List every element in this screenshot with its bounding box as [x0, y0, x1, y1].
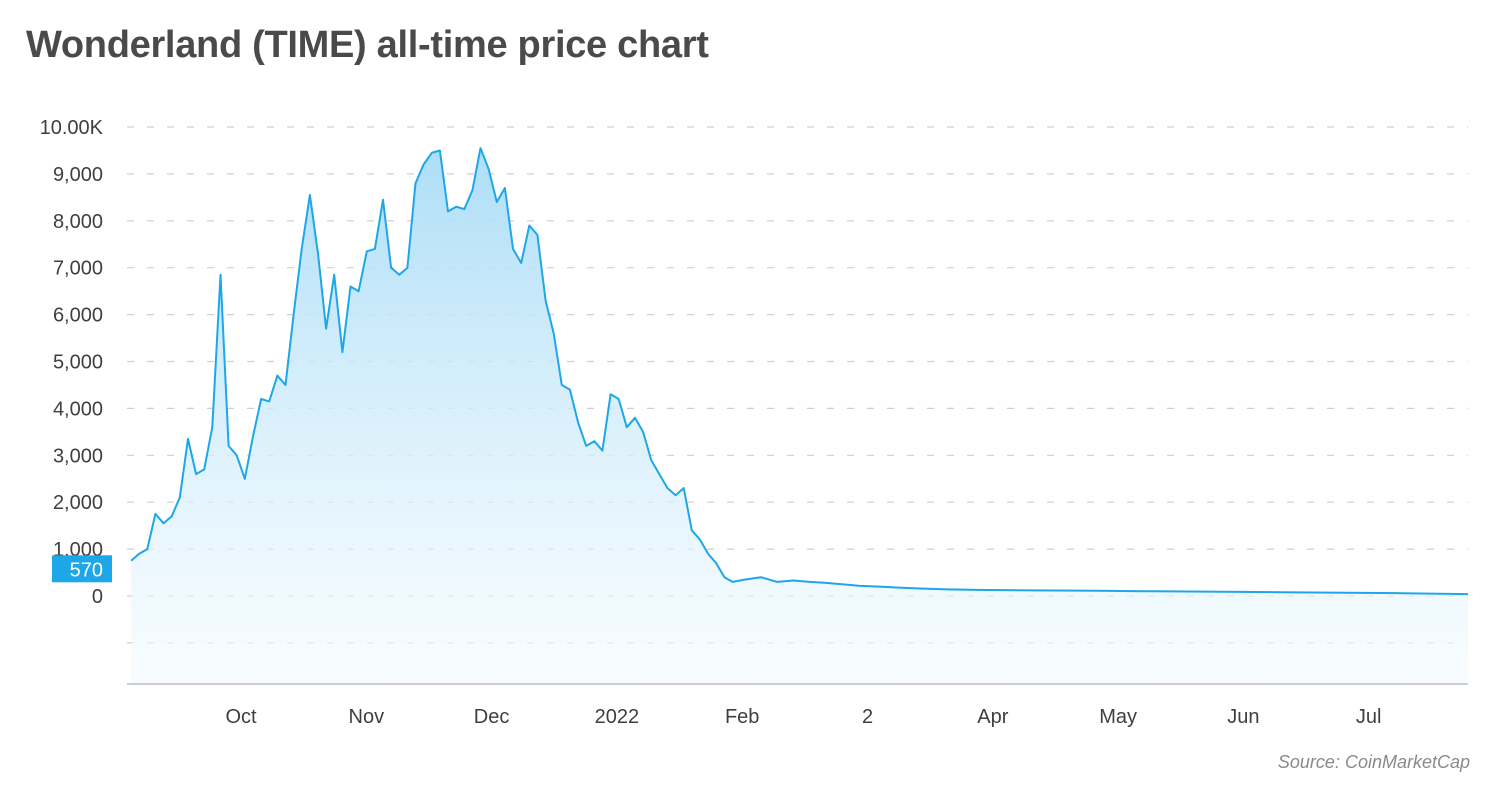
y-tick-label: 7,000 — [53, 258, 103, 280]
source-note: Source: CoinMarketCap — [1277, 752, 1470, 772]
x-tick-label: May — [1099, 706, 1137, 728]
price-area-fill — [131, 148, 1469, 685]
y-tick-label: 2,000 — [53, 492, 103, 514]
current-price-badge: 570 — [52, 555, 112, 583]
price-area — [131, 148, 1469, 685]
y-tick-label: 6,000 — [53, 305, 103, 327]
current-price-label: 570 — [70, 559, 103, 581]
y-tick-label: 5,000 — [53, 352, 103, 374]
x-tick-label: Nov — [349, 706, 385, 728]
x-tick-label: Dec — [474, 706, 510, 728]
current-price-badge-bg — [52, 555, 112, 583]
price-line-path — [130, 147, 1469, 596]
y-tick-label: 8,000 — [53, 211, 103, 233]
x-tick-label: Jun — [1227, 706, 1259, 728]
x-tick-label: Jul — [1356, 706, 1382, 728]
x-tick-label: 2022 — [595, 706, 640, 728]
y-tick-label: 4,000 — [53, 398, 103, 420]
x-axis-ticks: Oct Nov Dec 2022 Feb 2 Apr May Jun Jul — [225, 706, 1381, 728]
x-tick-label: Oct — [225, 706, 257, 728]
price-line — [130, 147, 1469, 596]
y-tick-label: 0 — [92, 586, 103, 608]
y-tick-label: 9,000 — [53, 164, 103, 186]
chart-title: Wonderland (TIME) all-time price chart — [26, 24, 709, 66]
y-tick-label: 10.00K — [40, 117, 104, 139]
y-axis-ticks: 10.00K 9,000 8,000 7,000 6,000 5,000 4,000 3,00… — [40, 117, 104, 608]
x-tick-label: Feb — [725, 706, 759, 728]
y-tick-label: 3,000 — [53, 445, 103, 467]
x-tick-label: 2 — [862, 706, 873, 728]
x-tick-label: Apr — [977, 706, 1008, 728]
